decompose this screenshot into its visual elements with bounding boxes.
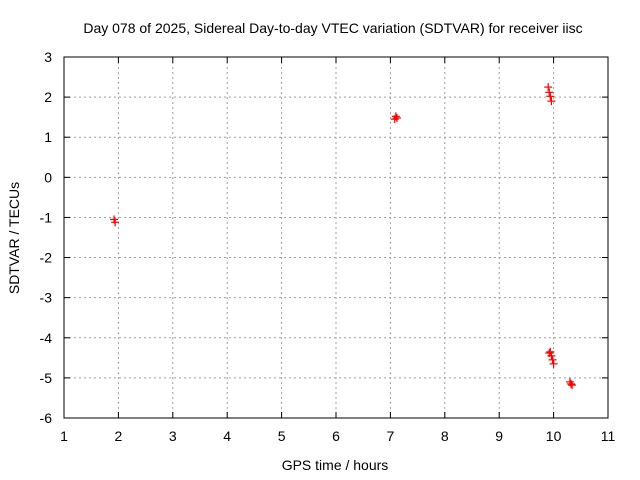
- data-point: [545, 88, 554, 97]
- x-tick-label: 11: [601, 428, 616, 444]
- data-point: [548, 355, 557, 364]
- y-axis-label: SDTVAR / TECUs: [6, 182, 22, 294]
- data-point: [111, 218, 120, 227]
- y-tick-label: -5: [40, 370, 53, 386]
- x-tick-label: 9: [495, 428, 503, 444]
- y-tick-label: -1: [40, 209, 53, 225]
- data-point: [391, 112, 400, 121]
- data-point: [546, 92, 555, 101]
- y-tick-label: -2: [40, 250, 53, 266]
- grid: [64, 57, 608, 418]
- data-point: [549, 359, 558, 368]
- y-tick-label: 2: [44, 89, 52, 105]
- x-tick-label: 2: [115, 428, 123, 444]
- x-tick-label: 3: [169, 428, 177, 444]
- y-tick-label: 0: [44, 169, 52, 185]
- data-point: [567, 379, 576, 388]
- x-tick-label: 10: [546, 428, 562, 444]
- y-tick-label: -4: [40, 330, 53, 346]
- x-axis-tick-labels: 1 2 3 4 5 6 7 8 9 10 11: [60, 428, 615, 444]
- y-tick-label: 1: [44, 129, 52, 145]
- data-point: [547, 351, 556, 360]
- x-tick-label: 7: [387, 428, 395, 444]
- data-point: [544, 83, 553, 92]
- x-tick-label: 5: [278, 428, 286, 444]
- x-tick-label: 4: [223, 428, 231, 444]
- x-tick-label: 8: [441, 428, 449, 444]
- data-point: [392, 113, 401, 122]
- x-axis-label: GPS time / hours: [282, 457, 389, 473]
- x-tick-label: 6: [332, 428, 340, 444]
- data-point: [547, 97, 556, 106]
- data-point: [546, 347, 555, 356]
- plot-area-border: [63, 56, 609, 419]
- y-tick-label: -3: [40, 290, 53, 306]
- data-series-sdtvar: [110, 83, 577, 390]
- y-axis-tick-labels: 3 2 1 0 -1 -2 -3 -4 -5 -6: [40, 49, 53, 426]
- x-tick-label: 1: [60, 428, 68, 444]
- y-tick-label: -6: [40, 410, 53, 426]
- chart-title: Day 078 of 2025, Sidereal Day-to-day VTE…: [83, 20, 582, 36]
- data-point: [568, 381, 577, 390]
- y-tick-label: 3: [44, 49, 52, 65]
